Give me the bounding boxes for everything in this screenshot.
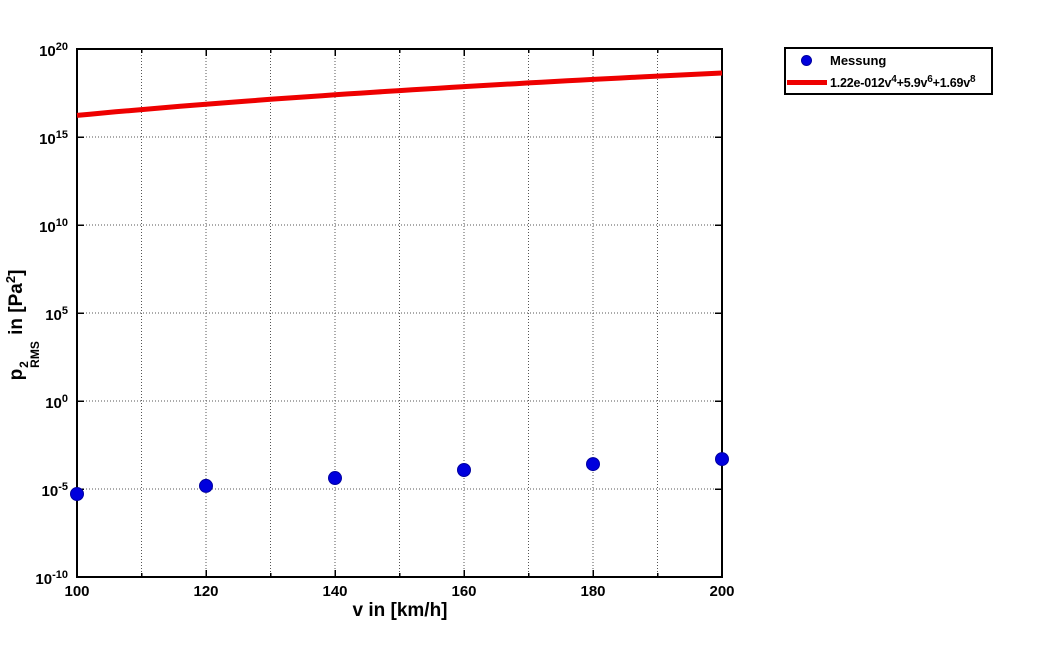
y-tick-label: 1015 [39, 129, 68, 148]
legend-label-fit-formula: 1.22e-012v4+5.9v6+1.69v8 [830, 73, 976, 91]
data-point-dot [457, 463, 471, 478]
legend-marker-cell [786, 54, 830, 66]
legend-dot-marker-icon [801, 54, 812, 66]
plot-frame [76, 48, 723, 578]
legend-entry-fit: 1.22e-012v4+5.9v6+1.69v8 [786, 71, 991, 93]
data-point-dot [715, 452, 729, 467]
x-tick-label: 200 [709, 583, 735, 600]
data-point-dot [70, 486, 84, 501]
y-tick-label: 1020 [39, 41, 68, 60]
y-axis-label: p 2 RMS in [Pa2] [2, 269, 43, 381]
y-tick-label: 10-5 [41, 481, 68, 500]
y-tick-label: 105 [45, 305, 68, 324]
data-point-dot [199, 478, 213, 493]
y-label-mid: in [Pa [6, 283, 28, 341]
data-point-dot [328, 471, 342, 486]
y-tick-label: 100 [45, 393, 68, 412]
y-axis-tick-labels: 1020 1015 1010 105 100 10-5 10-10 [0, 0, 68, 654]
x-tick-label: 100 [64, 583, 90, 600]
x-tick-label: 140 [322, 583, 348, 600]
legend-marker-cell [786, 79, 830, 85]
x-tick-label: 180 [580, 583, 606, 600]
y-label-unit-power: 2 [2, 275, 18, 284]
y-tick-label: 10-10 [35, 569, 68, 588]
legend-entry-messung: Messung [786, 49, 991, 71]
x-tick-label: 160 [451, 583, 477, 600]
fit-line [76, 70, 723, 118]
data-point-dot [586, 457, 600, 472]
y-label-end: ] [6, 269, 28, 276]
legend-line-marker-icon [787, 79, 827, 85]
legend-label-messung: Messung [830, 52, 887, 68]
y-tick-label: 1010 [39, 217, 68, 236]
x-tick-label: 120 [193, 583, 219, 600]
y-label-sup-sub: 2 RMS [17, 341, 43, 368]
legend: Messung 1.22e-012v4+5.9v6+1.69v8 [784, 47, 993, 95]
x-axis-label: v in [km/h] [352, 600, 448, 621]
y-label-base: p [6, 368, 28, 381]
